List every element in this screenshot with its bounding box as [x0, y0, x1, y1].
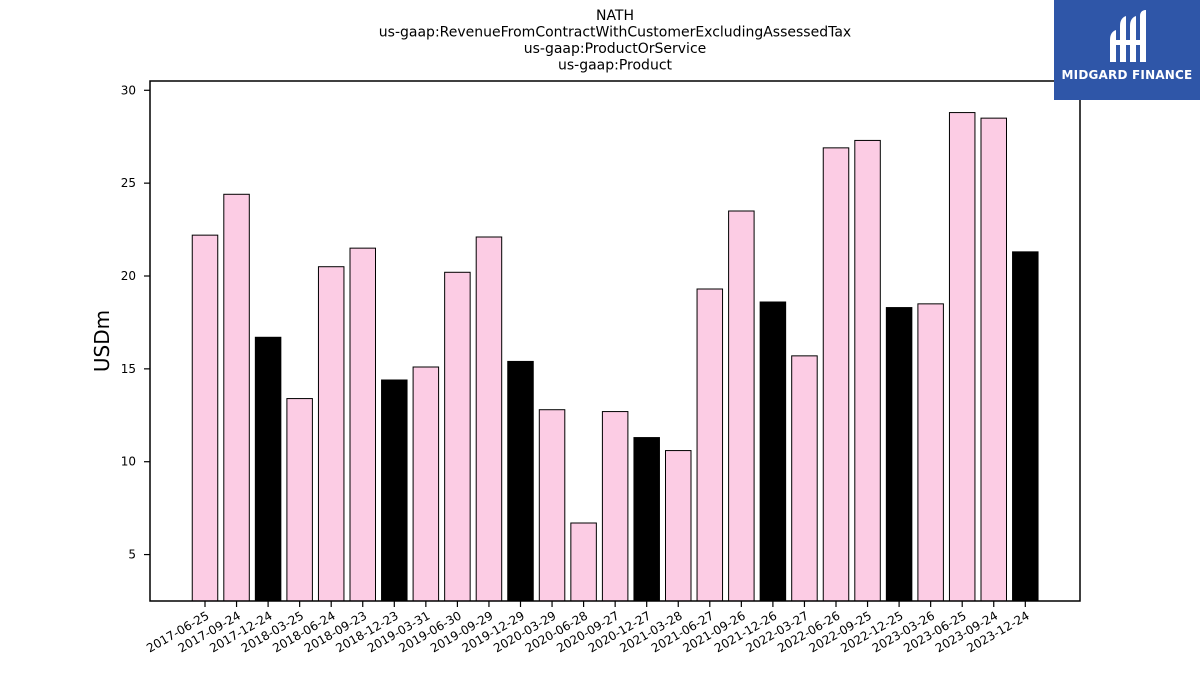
- bar: [696, 288, 724, 602]
- x-axis: 2017-06-252017-09-242017-12-242018-03-25…: [144, 601, 1032, 655]
- y-tick-label: 15: [121, 362, 136, 376]
- bar: [885, 307, 913, 602]
- bars-group: [191, 112, 1039, 602]
- y-tick-label: 25: [121, 176, 136, 190]
- chart-title-line: us-gaap:Product: [558, 58, 673, 74]
- bar: [759, 301, 787, 602]
- chart-title-line: us-gaap:ProductOrService: [524, 41, 707, 57]
- y-axis: 5 10 15 20 25 30: [121, 83, 150, 562]
- bar: [948, 112, 976, 602]
- bar: [633, 437, 660, 602]
- bar: [191, 234, 219, 602]
- y-tick-label: 10: [121, 455, 136, 469]
- bar: [665, 450, 692, 602]
- bar: [317, 266, 345, 602]
- logo-mark-icon: [1110, 10, 1146, 62]
- chart-title: NATHus-gaap:RevenueFromContractWithCusto…: [379, 8, 851, 74]
- chart-title-line: NATH: [596, 8, 634, 24]
- chart-title-line: us-gaap:RevenueFromContractWithCustomerE…: [379, 25, 851, 41]
- bar: [223, 193, 250, 602]
- y-tick-label: 5: [128, 548, 136, 562]
- bar: [444, 271, 471, 602]
- logo-text: MIDGARD FINANCE: [1061, 68, 1193, 82]
- bar: [286, 398, 313, 602]
- bar: [538, 409, 566, 602]
- bar: [980, 117, 1007, 602]
- bar: [475, 236, 503, 602]
- bar: [791, 355, 818, 602]
- y-tick-label: 20: [121, 269, 136, 283]
- y-axis-label: USDm: [90, 310, 114, 372]
- bar: [601, 411, 629, 602]
- bar: [349, 247, 376, 602]
- bar: [822, 147, 850, 602]
- midgard-finance-logo: MIDGARD FINANCE: [1054, 0, 1200, 100]
- bar: [854, 139, 881, 602]
- bar: [728, 210, 755, 602]
- bar: [412, 366, 440, 602]
- bar: [917, 303, 944, 602]
- bar: [507, 360, 534, 602]
- bar: [254, 336, 282, 602]
- bar: [570, 522, 597, 602]
- plot-frame: [149, 80, 1081, 602]
- bar: [381, 379, 408, 602]
- bar: [1012, 251, 1039, 602]
- y-tick-label: 30: [121, 83, 136, 97]
